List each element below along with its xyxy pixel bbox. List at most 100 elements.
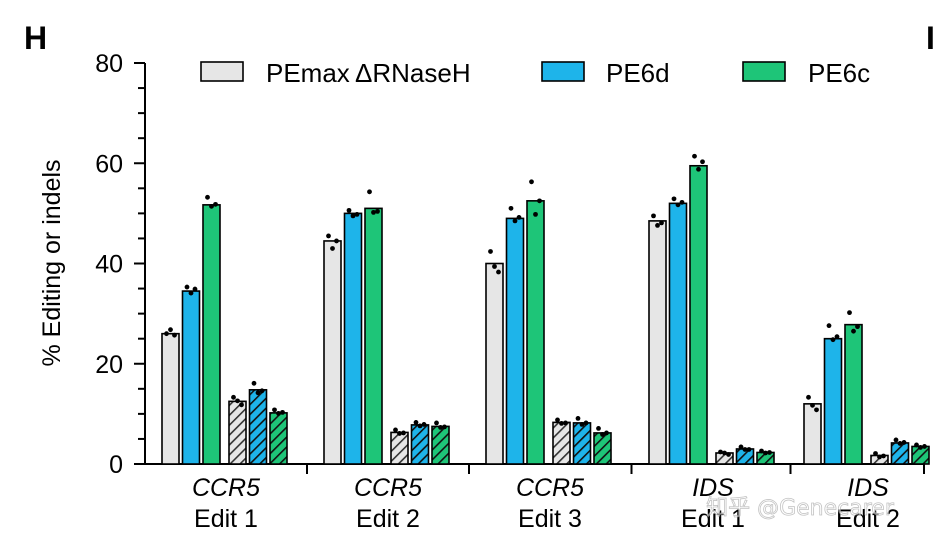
data-point [492, 264, 497, 269]
data-point [272, 407, 277, 413]
legend-swatch-pemax [200, 61, 244, 82]
data-point [830, 337, 836, 343]
bar-indels-pemax-ccr5-edit2 [390, 431, 409, 465]
data-point [718, 449, 723, 455]
data-point [893, 437, 899, 443]
data-point [434, 420, 439, 426]
bar-indels-pe6d-ids-edit2 [890, 442, 910, 465]
data-point [326, 233, 331, 239]
x-tick-label-edit: Edit 1 [681, 505, 745, 533]
data-point [508, 205, 514, 211]
data-point [334, 238, 339, 244]
data-point [168, 327, 173, 333]
data-point [346, 207, 352, 213]
data-point [834, 334, 840, 340]
data-point [393, 427, 398, 433]
data-point [375, 208, 380, 214]
data-point [897, 441, 903, 446]
data-point [763, 450, 768, 456]
data-point [413, 419, 419, 425]
data-point [280, 409, 285, 415]
data-point [209, 203, 214, 209]
panel-label-h: H [24, 20, 48, 56]
data-point [438, 425, 443, 430]
data-point [512, 218, 518, 224]
y-tick-label: 60 [95, 150, 123, 178]
legend-swatch-pe6c [742, 61, 786, 82]
x-tick-label-edit: Edit 2 [356, 505, 420, 533]
data-point [188, 290, 194, 296]
data-point [401, 430, 406, 436]
x-tick-label-gene: IDS [692, 474, 734, 502]
data-point [918, 445, 923, 450]
bar-editing-pemax-ids-edit1 [648, 220, 667, 465]
data-point [851, 328, 856, 334]
data-point [700, 159, 705, 165]
bar-editing-pe6d-ids-edit1 [668, 202, 688, 465]
data-point [881, 453, 886, 459]
data-point [873, 451, 878, 456]
x-tick-label-gene: CCR5 [354, 474, 422, 502]
y-tick-label: 0 [109, 451, 123, 479]
data-point [533, 211, 538, 217]
data-point [806, 394, 811, 400]
data-point [563, 420, 568, 426]
data-point [692, 153, 697, 159]
data-point [826, 323, 832, 329]
x-tick-label-gene: CCR5 [192, 474, 260, 502]
data-point [877, 454, 882, 460]
y-tick-label: 20 [95, 351, 123, 379]
data-point [255, 390, 261, 396]
data-point [655, 223, 660, 228]
data-point [350, 213, 356, 219]
x-tick-label-gene: IDS [847, 474, 889, 502]
data-point [726, 452, 731, 457]
data-point [354, 211, 360, 217]
data-point [205, 194, 210, 200]
x-tick-labels: CCR5 Edit 1 CCR5 Edit 2 CCR5 Edit 3 IDS Edit 1 I… [192, 474, 900, 533]
bar-editing-pemax-ids-edit2 [803, 403, 822, 465]
data-point [738, 444, 744, 450]
bar-editing-pe6d-ccr5-edit1 [181, 290, 201, 465]
axes: 0 20 40 60 80 % Editing or indels [38, 50, 925, 479]
data-point [575, 415, 581, 421]
y-axis-label: % Editing or indels [38, 159, 66, 366]
y-tick-label: 80 [95, 50, 123, 78]
bar-indels-pe6c-ccr5-edit1 [269, 412, 288, 465]
data-point [192, 286, 198, 292]
data-point [417, 423, 423, 429]
data-point [659, 220, 664, 226]
data-point [767, 450, 772, 455]
bar-indels-pe6c-ccr5-edit2 [431, 425, 450, 465]
data-point [922, 444, 927, 449]
data-point [184, 284, 190, 290]
data-point [914, 442, 919, 448]
bar-indels-pe6d-ccr5-edit3 [572, 422, 592, 465]
data-point [259, 388, 265, 394]
bar-editing-pe6d-ccr5-edit2 [343, 212, 363, 465]
data-point [604, 430, 609, 436]
data-point [442, 424, 447, 430]
data-point [742, 447, 748, 452]
data-point [671, 196, 677, 202]
data-point [559, 420, 564, 426]
data-point [555, 417, 560, 423]
data-point [537, 198, 542, 204]
bar-editing-pe6c-ccr5-edit2 [364, 207, 383, 465]
bar-editing-pemax-ccr5-edit1 [161, 332, 180, 465]
data-point [213, 201, 218, 207]
bar-editing-pemax-ccr5-edit3 [485, 262, 504, 465]
data-point [600, 432, 605, 437]
legend-label-pe6c: PE6c [808, 58, 870, 88]
bar-indels-pemax-ccr5-edit3 [552, 421, 571, 465]
x-tick-label-gene: CCR5 [516, 474, 584, 502]
data-points [164, 153, 927, 460]
bar-editing-pe6d-ids-edit2 [823, 337, 843, 465]
bar-indels-pe6d-ccr5-edit2 [410, 424, 430, 465]
panel-label-i: I [926, 20, 935, 56]
data-point [696, 166, 701, 172]
bars [161, 164, 930, 465]
bar-editing-pe6c-ccr5-edit3 [526, 200, 545, 465]
legend-label-pemax: PEmax ΔRNaseH [266, 58, 471, 88]
